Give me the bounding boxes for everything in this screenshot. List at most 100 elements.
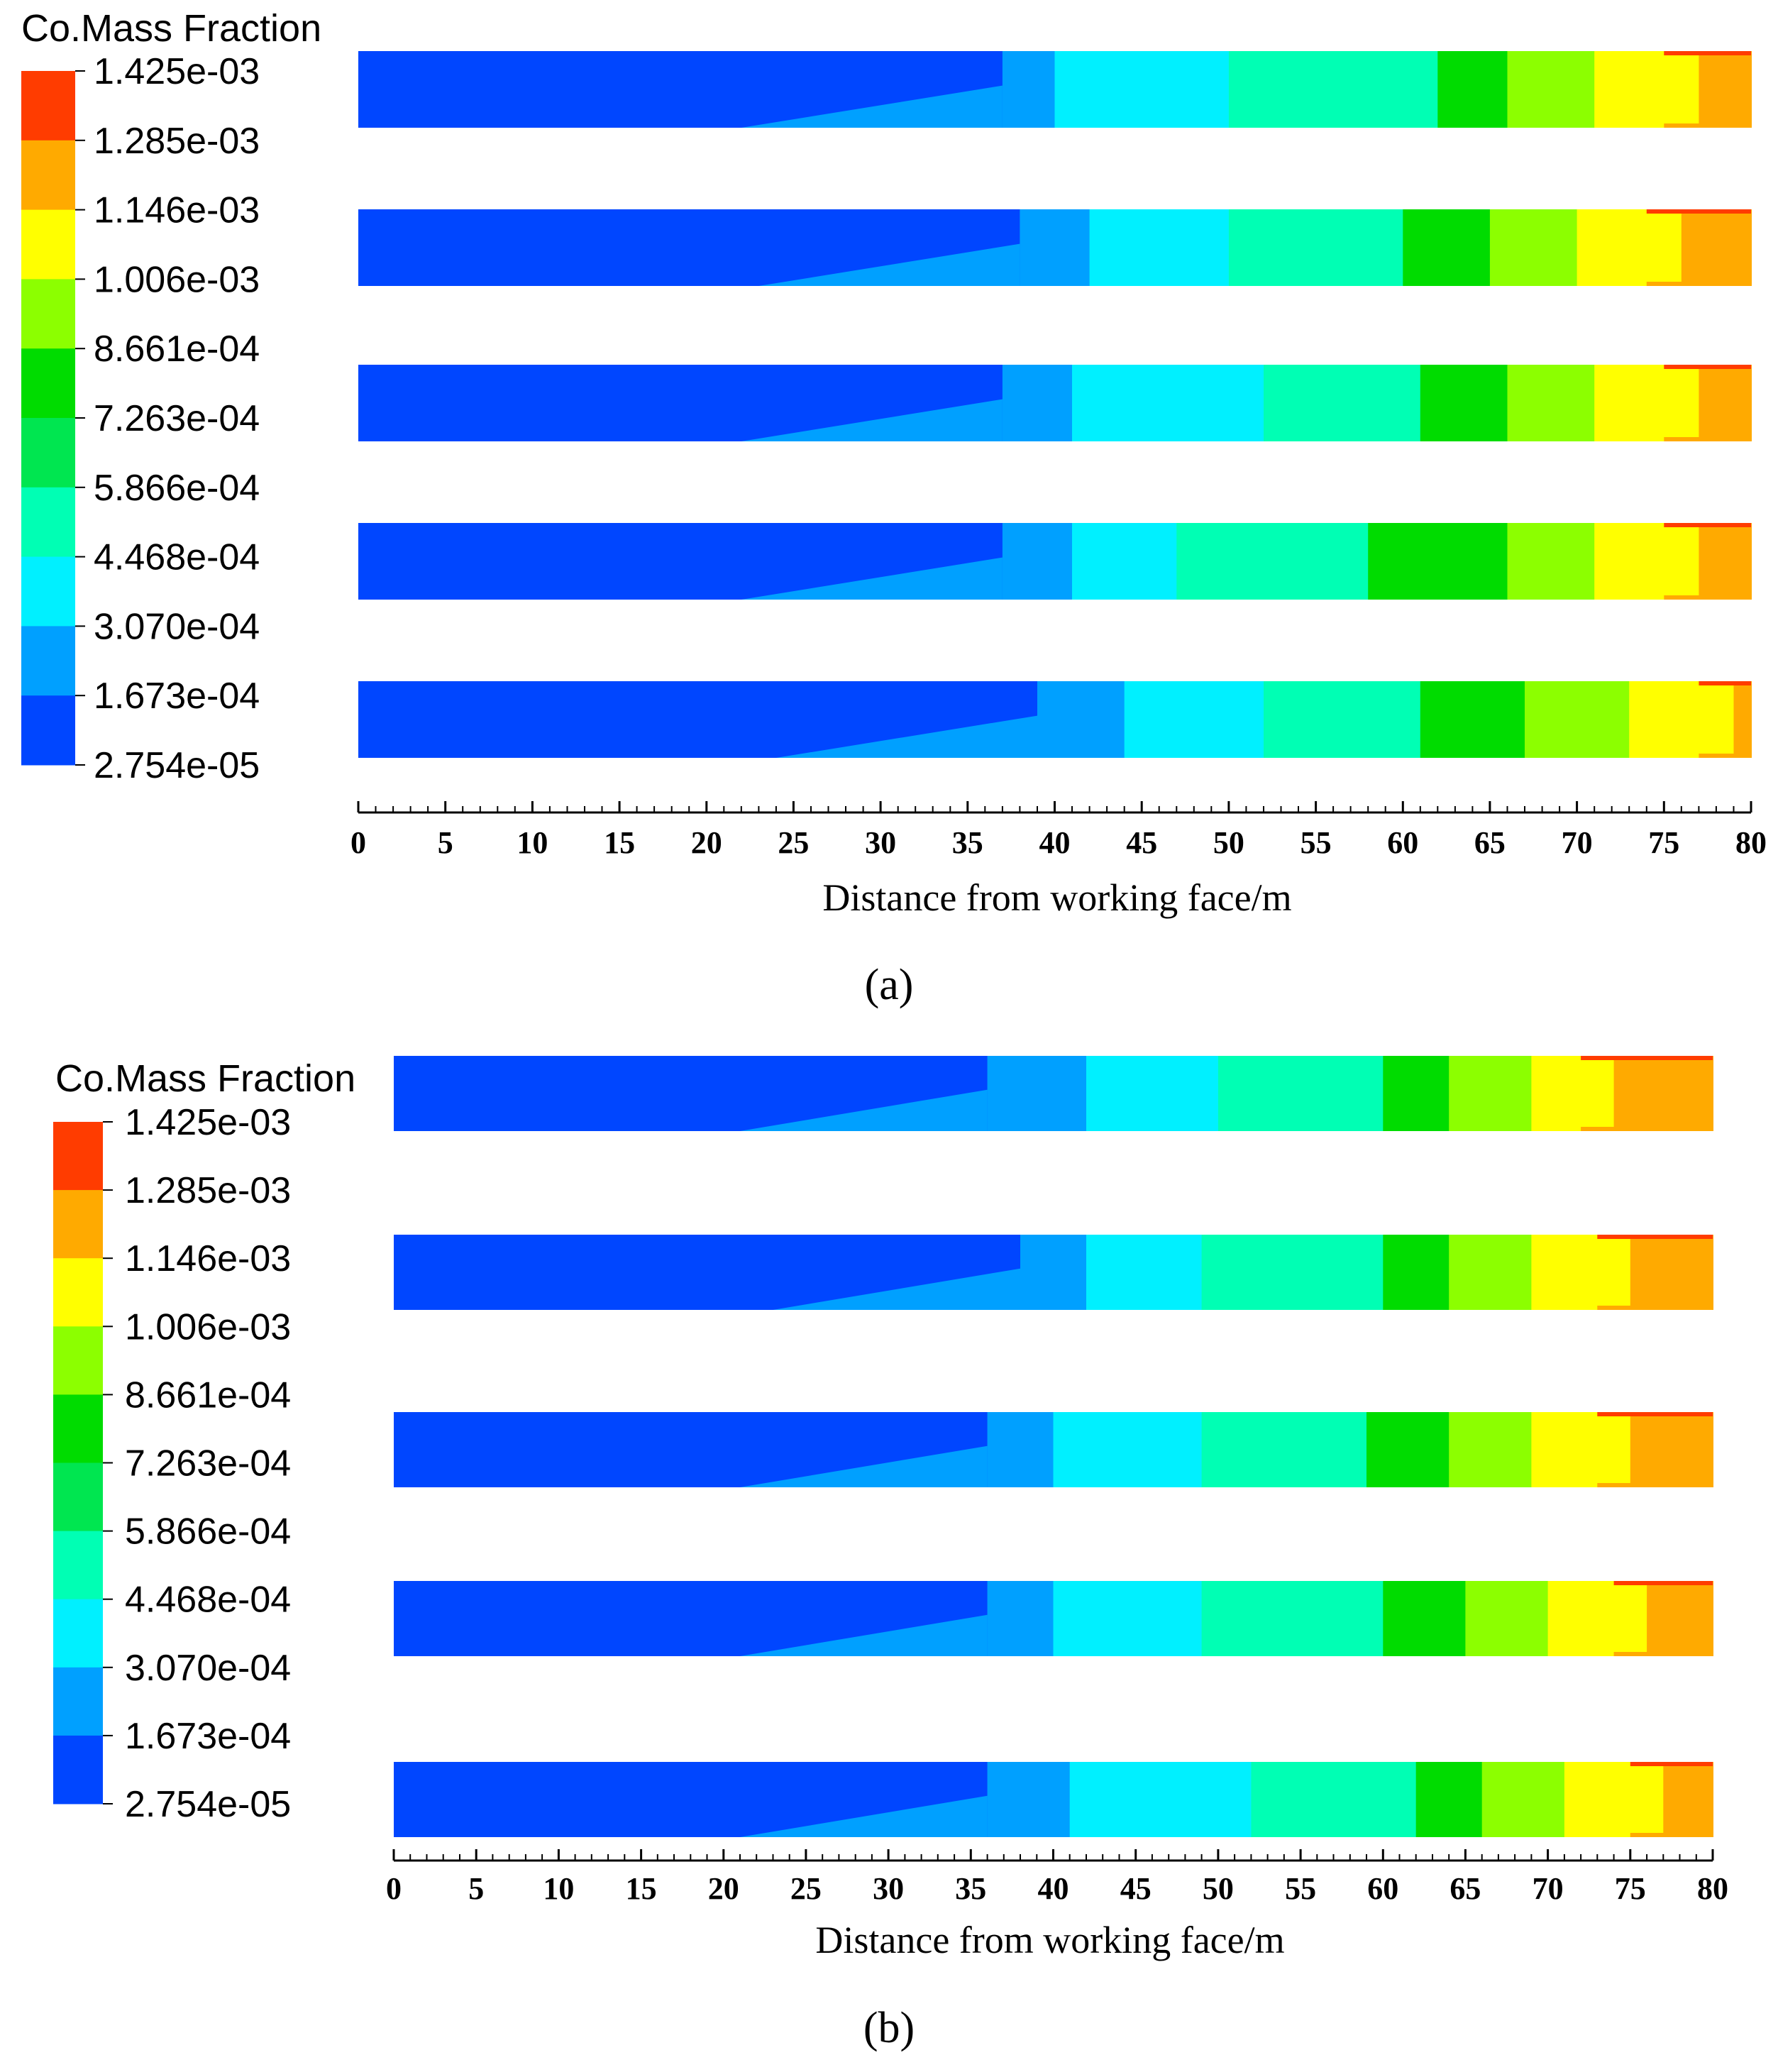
- x-axis-label-b: Distance from working face/m: [815, 1919, 1284, 1961]
- zone-a-1-5: [1437, 51, 1508, 128]
- x-tick-label-a-45: 45: [1126, 825, 1157, 860]
- legend-swatch-b-1: [53, 1122, 103, 1191]
- x-tick-label-a-25: 25: [778, 825, 809, 860]
- zone-b-5-5: [1415, 1762, 1483, 1837]
- legend-level-b-1: 1.425e-03: [125, 1102, 291, 1143]
- zone-b-1-6: [1449, 1056, 1533, 1131]
- legend-swatch-b-10: [53, 1735, 103, 1804]
- zone-b-2-8: [1630, 1235, 1713, 1310]
- cross-section-a-2: [358, 209, 1752, 286]
- x-tick-label-b-55: 55: [1285, 1871, 1316, 1906]
- wall-wedge-b-3: [740, 1445, 988, 1487]
- legend-level-a-7: 5.866e-04: [94, 468, 260, 509]
- zone-a-3-8: [1699, 365, 1752, 441]
- legend-swatch-b-7: [53, 1531, 103, 1600]
- legend-swatch-a-7: [21, 487, 75, 558]
- zone-b-1-3: [1086, 1056, 1219, 1131]
- zone-b-3-3: [1053, 1412, 1203, 1487]
- x-tick-label-b-75: 75: [1615, 1871, 1646, 1906]
- zone-b-1-4: [1217, 1056, 1384, 1131]
- wall-wedge-a-5: [775, 715, 1037, 758]
- x-tick-label-b-5: 5: [468, 1871, 484, 1906]
- zone-a-1-6: [1507, 51, 1596, 128]
- wall-wedge-b-1: [740, 1089, 988, 1131]
- zone-a-1-4: [1228, 51, 1439, 128]
- cross-section-a-1: [358, 51, 1752, 128]
- x-tick-label-b-10: 10: [543, 1871, 574, 1906]
- cross-section-b-5: [394, 1762, 1713, 1837]
- zone-a-3-6: [1507, 365, 1596, 441]
- x-tick-label-a-5: 5: [438, 825, 453, 860]
- legend-swatch-b-2: [53, 1190, 103, 1259]
- legend-swatch-a-5: [21, 348, 75, 419]
- zone-b-3-2: [987, 1412, 1054, 1487]
- zone-b-2-2: [1020, 1235, 1087, 1310]
- wall-wedge-b-2: [773, 1268, 1020, 1310]
- zone-a-5-7: [1629, 681, 1735, 758]
- x-tick-label-a-65: 65: [1474, 825, 1506, 860]
- x-tick-label-b-70: 70: [1533, 1871, 1564, 1906]
- legend-level-b-3: 1.146e-03: [125, 1238, 291, 1279]
- zone-b-4-5: [1383, 1581, 1467, 1656]
- zone-a-1-7: [1594, 51, 1700, 128]
- x-tick-label-b-45: 45: [1120, 1871, 1152, 1906]
- legend-level-a-1: 1.425e-03: [94, 51, 260, 92]
- x-tick-label-b-15: 15: [626, 1871, 657, 1906]
- panel-b: Co.Mass Fraction 1.425e-03 1.285e-03 1.146…: [53, 1056, 1728, 2052]
- legend-level-b-10: 1.673e-04: [125, 1716, 291, 1757]
- legend-level-b-9: 3.070e-04: [125, 1648, 291, 1689]
- zone-b-2-7: [1531, 1235, 1631, 1310]
- cross-section-a-4: [358, 523, 1752, 600]
- legend-level-a-11: 2.754e-05: [94, 745, 260, 786]
- cross-section-a-3: [358, 365, 1752, 441]
- zone-a-4-2: [1002, 523, 1073, 600]
- top-streak-a-2: [1646, 209, 1751, 214]
- zone-a-5-2: [1037, 681, 1125, 758]
- x-tick-label-b-0: 0: [386, 1871, 402, 1906]
- legend-level-a-8: 4.468e-04: [94, 537, 260, 578]
- zone-b-5-3: [1069, 1762, 1252, 1837]
- top-streak-b-1: [1581, 1056, 1713, 1060]
- legend-level-a-2: 1.285e-03: [94, 121, 260, 162]
- legend-swatch-b-5: [53, 1394, 103, 1463]
- bottom-streak-a-4: [1664, 595, 1751, 600]
- legend-level-a-4: 1.006e-03: [94, 259, 260, 300]
- x-tick-label-b-35: 35: [955, 1871, 986, 1906]
- zone-a-1-3: [1054, 51, 1230, 128]
- legend-level-b-5: 8.661e-04: [125, 1374, 291, 1416]
- zone-b-3-5: [1366, 1412, 1450, 1487]
- legend-swatch-a-3: [21, 209, 75, 280]
- zone-a-4-8: [1699, 523, 1752, 600]
- legend-swatch-b-8: [53, 1599, 103, 1668]
- zone-b-4-4: [1201, 1581, 1384, 1656]
- zone-b-2-4: [1201, 1235, 1384, 1310]
- legend-swatch-b-9: [53, 1667, 103, 1736]
- zone-a-3-5: [1420, 365, 1508, 441]
- wall-wedge-a-3: [741, 399, 1003, 441]
- x-tick-label-b-30: 30: [873, 1871, 904, 1906]
- x-tick-label-b-40: 40: [1038, 1871, 1069, 1906]
- x-tick-label-b-60: 60: [1367, 1871, 1398, 1906]
- wall-wedge-b-4: [740, 1614, 988, 1656]
- legend-level-b-2: 1.285e-03: [125, 1170, 291, 1211]
- zone-b-5-2: [987, 1762, 1071, 1837]
- legend-level-b-7: 5.866e-04: [125, 1511, 291, 1553]
- zone-b-4-7: [1547, 1581, 1647, 1656]
- zone-a-1-2: [1002, 51, 1056, 128]
- legend-title-b: Co.Mass Fraction: [55, 1057, 355, 1100]
- top-streak-a-1: [1664, 51, 1751, 55]
- x-axis-b: 0 5 10 15 20 25 30 35 40 45 50 55 60 65 70 75 80: [386, 1849, 1728, 1906]
- top-streak-a-4: [1664, 523, 1751, 527]
- zone-b-5-6: [1481, 1762, 1565, 1837]
- wall-wedge-a-4: [741, 557, 1003, 600]
- x-axis-a: 0 5 10 15 20 25 30 35 40 45 50 55 60 65 70 75 80: [350, 801, 1767, 860]
- zone-b-1-7: [1531, 1056, 1615, 1131]
- zone-b-3-6: [1449, 1412, 1533, 1487]
- x-tick-label-b-20: 20: [708, 1871, 739, 1906]
- zone-a-4-7: [1594, 523, 1700, 600]
- top-streak-a-5: [1699, 681, 1751, 685]
- zone-a-4-3: [1072, 523, 1178, 600]
- bottom-streak-b-5: [1630, 1833, 1713, 1837]
- x-tick-label-a-60: 60: [1387, 825, 1418, 860]
- legend-swatch-a-4: [21, 279, 75, 349]
